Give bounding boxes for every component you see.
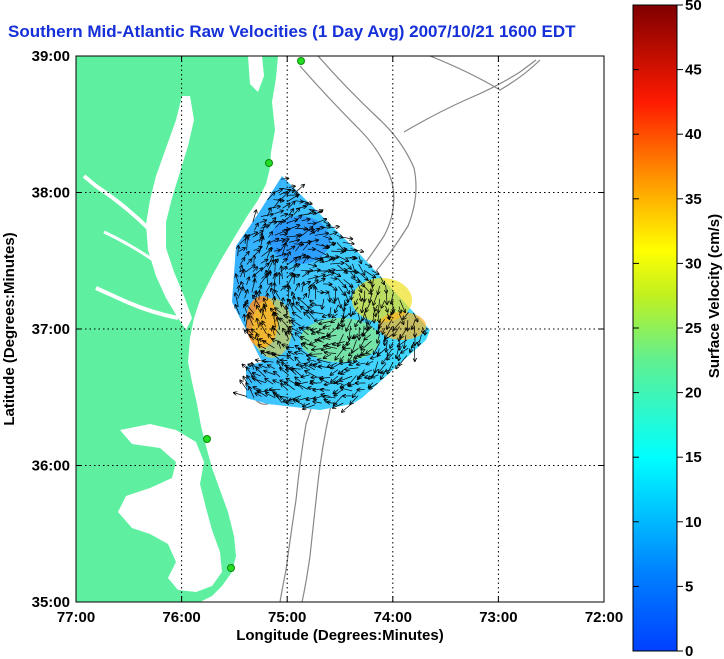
colorbar-tick-label: 35 <box>685 191 702 208</box>
x-axis-label: Longitude (Degrees:Minutes) <box>236 627 444 644</box>
x-tick-label: 77:00 <box>57 609 95 626</box>
station-marker <box>265 159 273 167</box>
colorbar-tick-label: 10 <box>685 514 702 531</box>
velocity-vectors <box>234 178 427 411</box>
york-james-river <box>95 286 179 320</box>
radar-stations <box>203 57 305 572</box>
y-tick-label: 36:00 <box>32 458 70 475</box>
colorbar-tick-label: 15 <box>685 449 702 466</box>
colorbar-tick-label: 40 <box>685 126 702 143</box>
potomac-river <box>82 174 152 232</box>
station-marker <box>297 57 305 65</box>
colorbar-tick-label: 5 <box>685 578 693 595</box>
y-tick-label: 37:00 <box>32 321 70 338</box>
x-tick-label: 73:00 <box>479 609 517 626</box>
colorbar-tick-label: 50 <box>685 0 702 14</box>
colorbar-tick-label: 25 <box>685 320 702 337</box>
y-tick-label: 35:00 <box>32 594 70 611</box>
y-axis: 39:00 38:00 37:00 36:00 35:00 <box>32 48 604 611</box>
x-tick-label: 72:00 <box>585 609 623 626</box>
map-title: Southern Mid-Atlantic Raw Velocities (1 … <box>8 22 576 41</box>
x-tick-label: 74:00 <box>374 609 412 626</box>
albemarle-sound <box>118 424 222 592</box>
colorbar <box>632 4 678 652</box>
grid-lines <box>76 56 604 602</box>
chesapeake-bay <box>146 96 194 330</box>
x-tick-label: 76:00 <box>162 609 200 626</box>
colorbar-tick-label: 0 <box>685 643 693 659</box>
delaware-bay <box>248 56 264 92</box>
station-marker <box>203 435 211 443</box>
colorbar-tick-label: 30 <box>685 255 702 272</box>
station-marker <box>227 564 235 572</box>
y-tick-label: 39:00 <box>32 48 70 65</box>
x-tick-label: 75:00 <box>268 609 306 626</box>
y-tick-label: 38:00 <box>32 185 70 202</box>
colorbar-tick-label: 45 <box>685 62 702 79</box>
colorbar-tick-label: 20 <box>685 385 702 402</box>
y-axis-label: Latitude (Degrees:Minutes) <box>1 232 18 425</box>
x-axis: 77:00 76:00 75:00 74:00 73:00 72:00 <box>57 56 623 626</box>
rappahannock-river <box>103 230 157 264</box>
colorbar-label: Surface Velocity (cm/s) <box>706 214 723 378</box>
